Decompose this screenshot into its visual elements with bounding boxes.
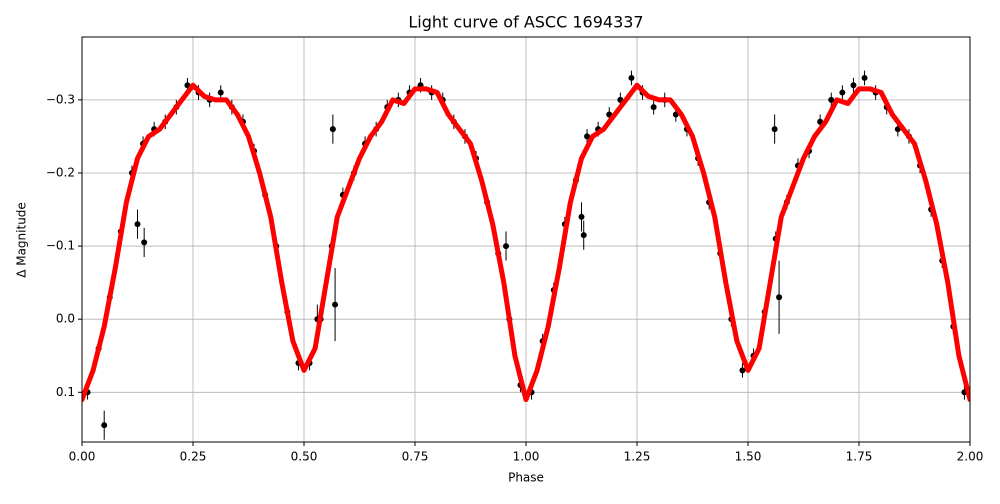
data-point [584,133,591,140]
x-tick-label: 1.00 [513,450,540,464]
x-tick-label: 1.50 [735,450,762,464]
axes: 0.00 0.25 0.50 0.75 1.00 1.25 1.50 1.75 2.00 −0.3… [46,92,984,463]
y-tick-label: −0.1 [46,239,75,253]
data-point [861,74,868,81]
x-tick-label: 0.50 [291,450,318,464]
data-point [650,104,657,111]
x-axis-label: Phase [508,471,544,485]
x-tick-label: 1.25 [624,450,651,464]
data-point [141,239,148,246]
data-point [828,96,835,103]
data-point [101,422,108,429]
x-tick-label: 2.00 [957,450,984,464]
data-point [329,126,336,133]
chart-title: Light curve of ASCC 1694337 [408,13,643,32]
y-axis-label: Δ Magnitude [15,202,29,278]
plot-area [82,70,970,440]
y-tick-label: −0.3 [46,92,75,106]
x-tick-label: 0.00 [69,450,96,464]
x-tick-label: 0.75 [402,450,429,464]
data-point [850,82,857,89]
y-tick-label: 0.1 [56,385,75,399]
y-tick-label: −0.2 [46,165,75,179]
data-point [134,221,141,228]
data-point [332,301,339,308]
data-point [217,89,224,96]
data-point [580,232,587,239]
x-tick-label: 0.25 [180,450,207,464]
data-point [578,213,585,220]
data-point [628,74,635,81]
y-tick-label: 0.0 [56,312,75,326]
data-point [839,89,846,96]
data-point [776,294,783,301]
data-point [503,243,510,250]
data-point [771,126,778,133]
x-tick-label: 1.75 [846,450,873,464]
data-point [739,367,746,374]
model-curve [82,82,970,403]
